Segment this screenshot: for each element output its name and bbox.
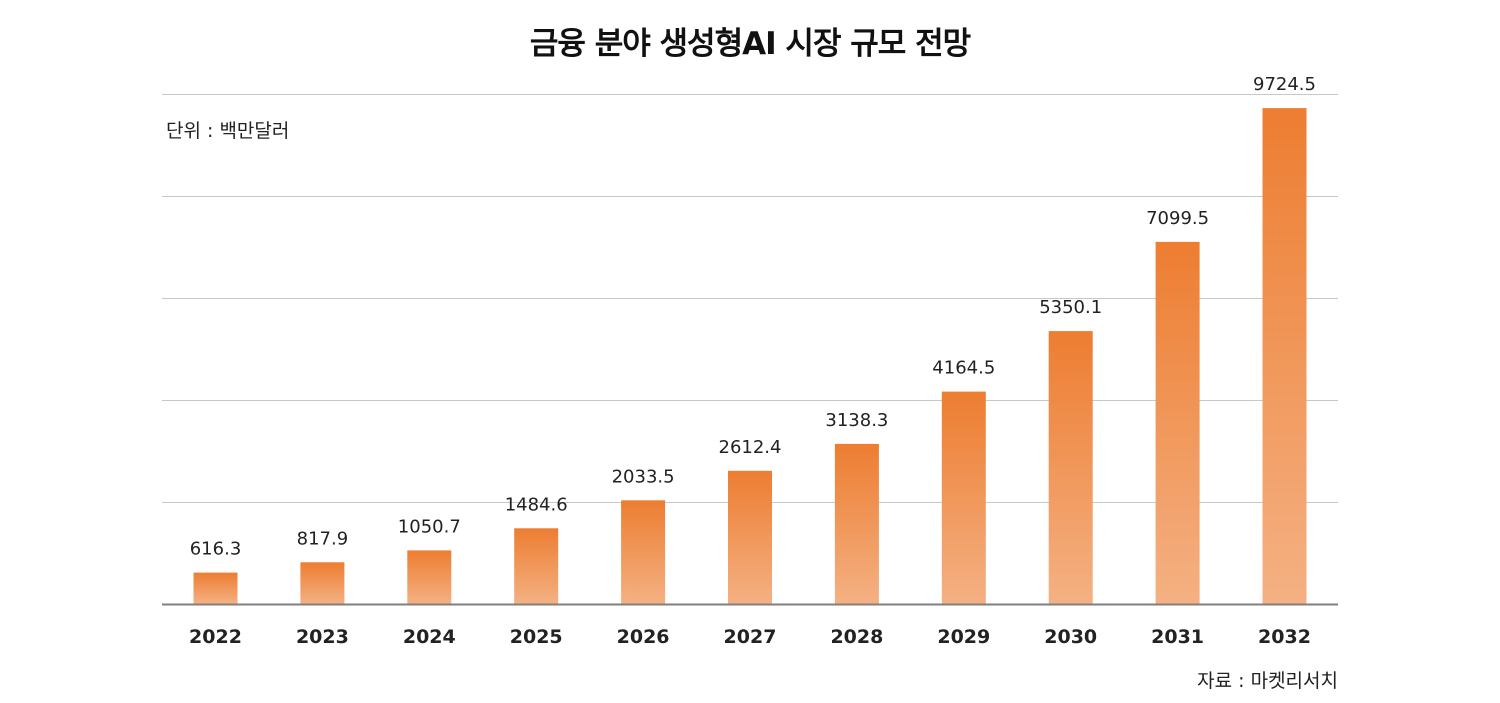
value-label-2028: 3138.3 <box>825 410 888 431</box>
unit-note: 단위 : 백만달러 <box>166 120 290 142</box>
bars <box>193 108 1307 604</box>
x-tick-2027: 2027 <box>724 626 777 648</box>
x-tick-2028: 2028 <box>830 626 883 648</box>
bar-2023 <box>300 562 345 604</box>
grid-lines <box>162 94 1338 503</box>
x-tick-2023: 2023 <box>296 626 349 648</box>
x-tick-2026: 2026 <box>617 626 670 648</box>
value-labels: 616.3 817.9 1050.7 1484.6 2033.5 2612.4 3138.3… <box>190 74 1316 559</box>
bar-2032 <box>1262 108 1307 604</box>
value-label-2030: 5350.1 <box>1039 297 1102 318</box>
x-tick-2024: 2024 <box>403 626 456 648</box>
bar-2029 <box>941 391 986 604</box>
chart-title: 금융 분야 생성형AI 시장 규모 전망 <box>529 26 971 62</box>
x-tick-2032: 2032 <box>1258 626 1311 648</box>
value-label-2029: 4164.5 <box>932 358 995 379</box>
bar-2030 <box>1048 331 1093 604</box>
x-tick-2029: 2029 <box>937 626 990 648</box>
x-tick-2031: 2031 <box>1151 626 1204 648</box>
value-label-2027: 2612.4 <box>719 437 782 458</box>
x-tick-labels: 2022 2023 2024 2025 2026 2027 2028 2029 2030 2031… <box>189 626 1311 648</box>
value-label-2026: 2033.5 <box>612 466 675 487</box>
x-tick-2030: 2030 <box>1044 626 1097 648</box>
value-label-2031: 7099.5 <box>1146 208 1209 229</box>
value-label-2022: 616.3 <box>190 539 242 560</box>
bar-2027 <box>728 470 772 604</box>
bar-2025 <box>514 528 559 604</box>
bar-2031 <box>1155 241 1200 604</box>
bar-2024 <box>407 550 452 604</box>
x-tick-2025: 2025 <box>510 626 563 648</box>
value-label-2024: 1050.7 <box>398 516 461 537</box>
source-note: 자료 : 마켓리서치 <box>1197 670 1338 692</box>
bar-2022 <box>193 572 238 604</box>
x-tick-2022: 2022 <box>189 626 242 648</box>
value-label-2025: 1484.6 <box>505 494 568 515</box>
value-label-2023: 817.9 <box>297 528 349 549</box>
bar-2028 <box>834 443 879 604</box>
bar-2026 <box>621 500 666 604</box>
value-label-2032: 9724.5 <box>1253 74 1316 95</box>
